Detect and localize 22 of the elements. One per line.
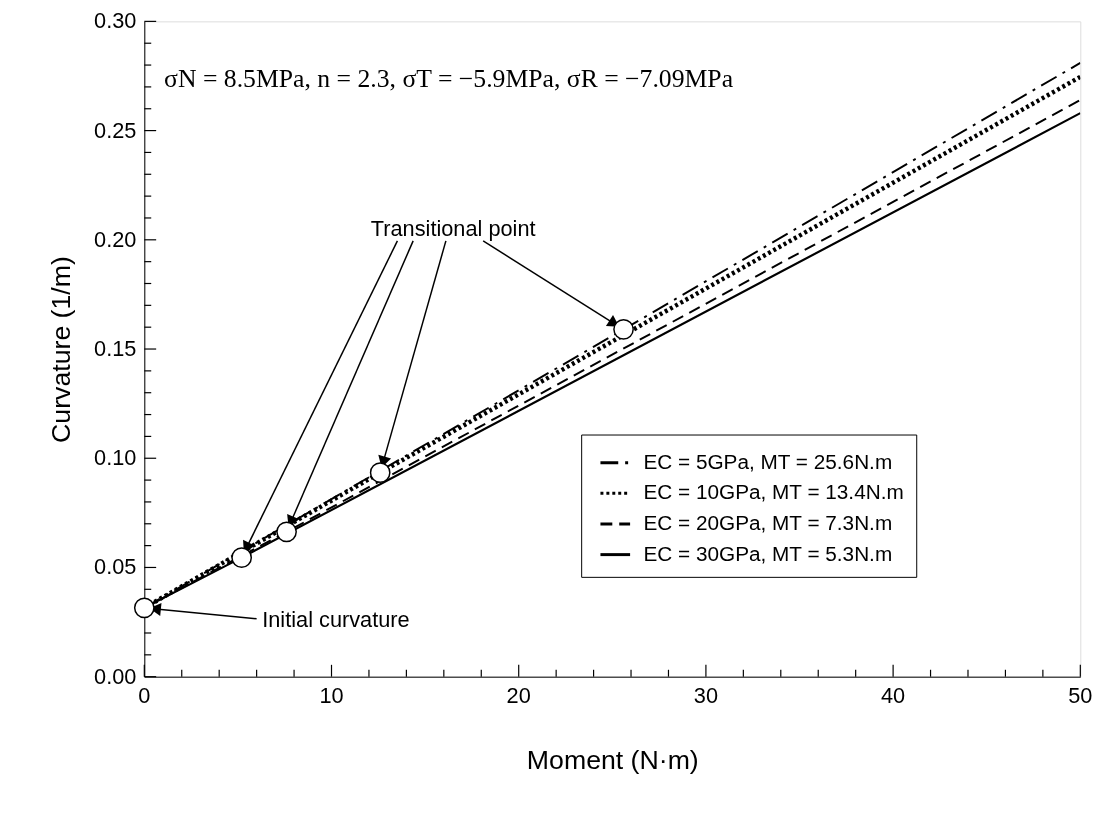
legend-label: EC = 10GPa, MT = 13.4N.m: [643, 480, 904, 504]
y-tick-label: 0.05: [94, 554, 137, 580]
legend-label: EC = 30GPa, MT = 5.3N.m: [643, 541, 893, 565]
legend-label: EC = 5GPa, MT = 25.6N.m: [643, 449, 893, 473]
x-tick-label: 50: [1068, 683, 1093, 709]
x-tick-label: 10: [319, 683, 344, 709]
y-tick-label: 0.25: [94, 117, 137, 143]
y-tick-label: 0.00: [94, 663, 137, 689]
annotation: Transitional point: [370, 215, 536, 241]
legend-label: EC = 20GPa, MT = 7.3N.m: [643, 510, 893, 534]
x-tick-label: 40: [881, 683, 906, 709]
y-axis-title: Curvature (1/m): [45, 256, 76, 443]
annotation: σN = 8.5MPa, n = 2.3, σT = −5.9MPa, σR = −7.09MPa: [164, 63, 734, 93]
x-axis-title: Moment (N·m): [526, 745, 699, 776]
x-tick-label: 30: [693, 683, 718, 709]
x-tick-label: 0: [138, 683, 151, 709]
x-tick-label: 20: [506, 683, 531, 709]
y-tick-label: 0.10: [94, 445, 137, 471]
annotation: Initial curvature: [262, 606, 410, 632]
y-tick-label: 0.30: [94, 8, 137, 34]
y-tick-label: 0.15: [94, 335, 137, 361]
y-tick-label: 0.20: [94, 226, 137, 252]
